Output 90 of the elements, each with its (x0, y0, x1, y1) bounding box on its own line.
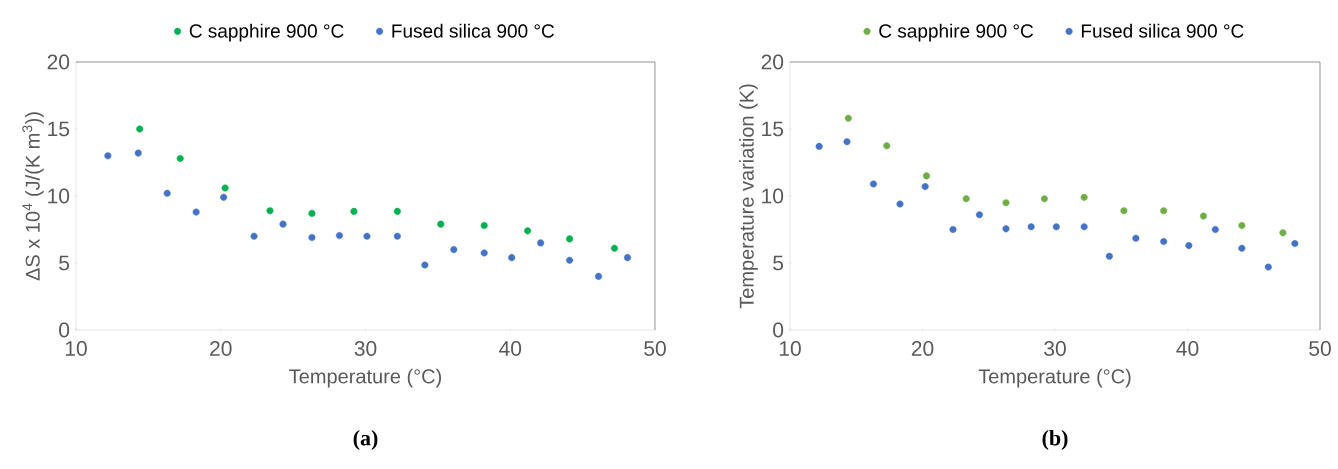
x-tick-label: 30 (1044, 341, 1066, 356)
point (524, 227, 532, 235)
y-tick-label: 10 (762, 188, 784, 204)
point (1279, 229, 1287, 237)
point (1185, 242, 1193, 250)
point (1080, 223, 1088, 231)
point (335, 232, 343, 240)
x-axis-title: Temperature (°C) (289, 368, 442, 388)
point (922, 172, 930, 180)
point (537, 239, 545, 247)
point (1052, 223, 1060, 231)
point (279, 220, 287, 228)
point (962, 195, 970, 203)
point (192, 208, 200, 216)
point (1238, 221, 1246, 229)
point (1264, 263, 1272, 271)
legend-label: Fused silica 900 °C (1081, 23, 1244, 38)
x-tick-label: 20 (911, 341, 934, 356)
y-tick-label: 0 (773, 322, 784, 338)
point (1199, 212, 1207, 220)
point (1027, 223, 1035, 231)
y-tick-label: 20 (761, 54, 784, 70)
point (266, 207, 274, 215)
point (896, 200, 904, 208)
y-axis-title: ΔS x 10$^{4}$ (J/(K m$^{3}$)) (22, 112, 44, 281)
x-tick-label: 50 (1309, 341, 1331, 356)
point (308, 209, 316, 217)
x-tick-label: 30 (354, 341, 377, 356)
point (1160, 238, 1168, 246)
text: (a) (353, 430, 378, 450)
x-tick-label: 40 (499, 341, 522, 356)
point (421, 261, 429, 269)
point (308, 234, 316, 242)
point (1211, 226, 1219, 233)
point (1160, 207, 1168, 215)
y-tick-label: 5 (59, 255, 70, 271)
y-tick-label: 20 (47, 54, 70, 70)
point (1238, 244, 1246, 252)
point (220, 193, 228, 201)
y-tick-label: 0 (59, 322, 70, 338)
text: (b) (1042, 430, 1068, 450)
point (393, 232, 401, 240)
point (1040, 195, 1048, 203)
point (480, 249, 488, 257)
y-tick-label: 15 (762, 121, 784, 137)
y-tick-label: 5 (773, 255, 784, 271)
point (363, 232, 371, 240)
x-tick-label: 20 (210, 341, 232, 356)
point (480, 221, 488, 229)
point (450, 246, 458, 254)
point (610, 244, 618, 252)
point (176, 154, 184, 162)
legend-label: Fused silica 900 °C (392, 23, 555, 38)
point (815, 142, 823, 150)
point (844, 114, 852, 122)
point (921, 183, 929, 191)
point (1105, 252, 1113, 260)
point (250, 232, 258, 240)
point (975, 211, 983, 219)
point (869, 180, 877, 188)
point (163, 189, 171, 197)
point (883, 142, 891, 150)
y-tick-label: 15 (48, 121, 70, 137)
point (221, 184, 229, 192)
point (104, 152, 112, 160)
point (1080, 193, 1088, 201)
y-tick-label: 10 (48, 188, 70, 204)
point (134, 149, 142, 157)
point (1132, 234, 1140, 242)
legend-label: C sapphire 900 °C (879, 23, 1034, 42)
y-axis-title: Temperature variation (K) (739, 84, 758, 309)
point (843, 138, 851, 146)
x-axis-title: Temperature (°C) (978, 368, 1131, 388)
point (350, 207, 358, 215)
point (1002, 225, 1010, 233)
point (437, 220, 445, 228)
legend-label: C sapphire 900 °C (189, 23, 344, 42)
point (624, 254, 631, 262)
point (595, 272, 603, 280)
point (566, 256, 574, 264)
point (1002, 199, 1010, 207)
point (393, 207, 401, 215)
point (949, 226, 957, 233)
point (566, 235, 574, 243)
x-tick-label: 50 (644, 341, 666, 356)
point (508, 254, 516, 262)
point (136, 125, 144, 133)
point (1120, 207, 1128, 215)
x-tick-label: 40 (1176, 341, 1199, 356)
point (1291, 240, 1299, 248)
